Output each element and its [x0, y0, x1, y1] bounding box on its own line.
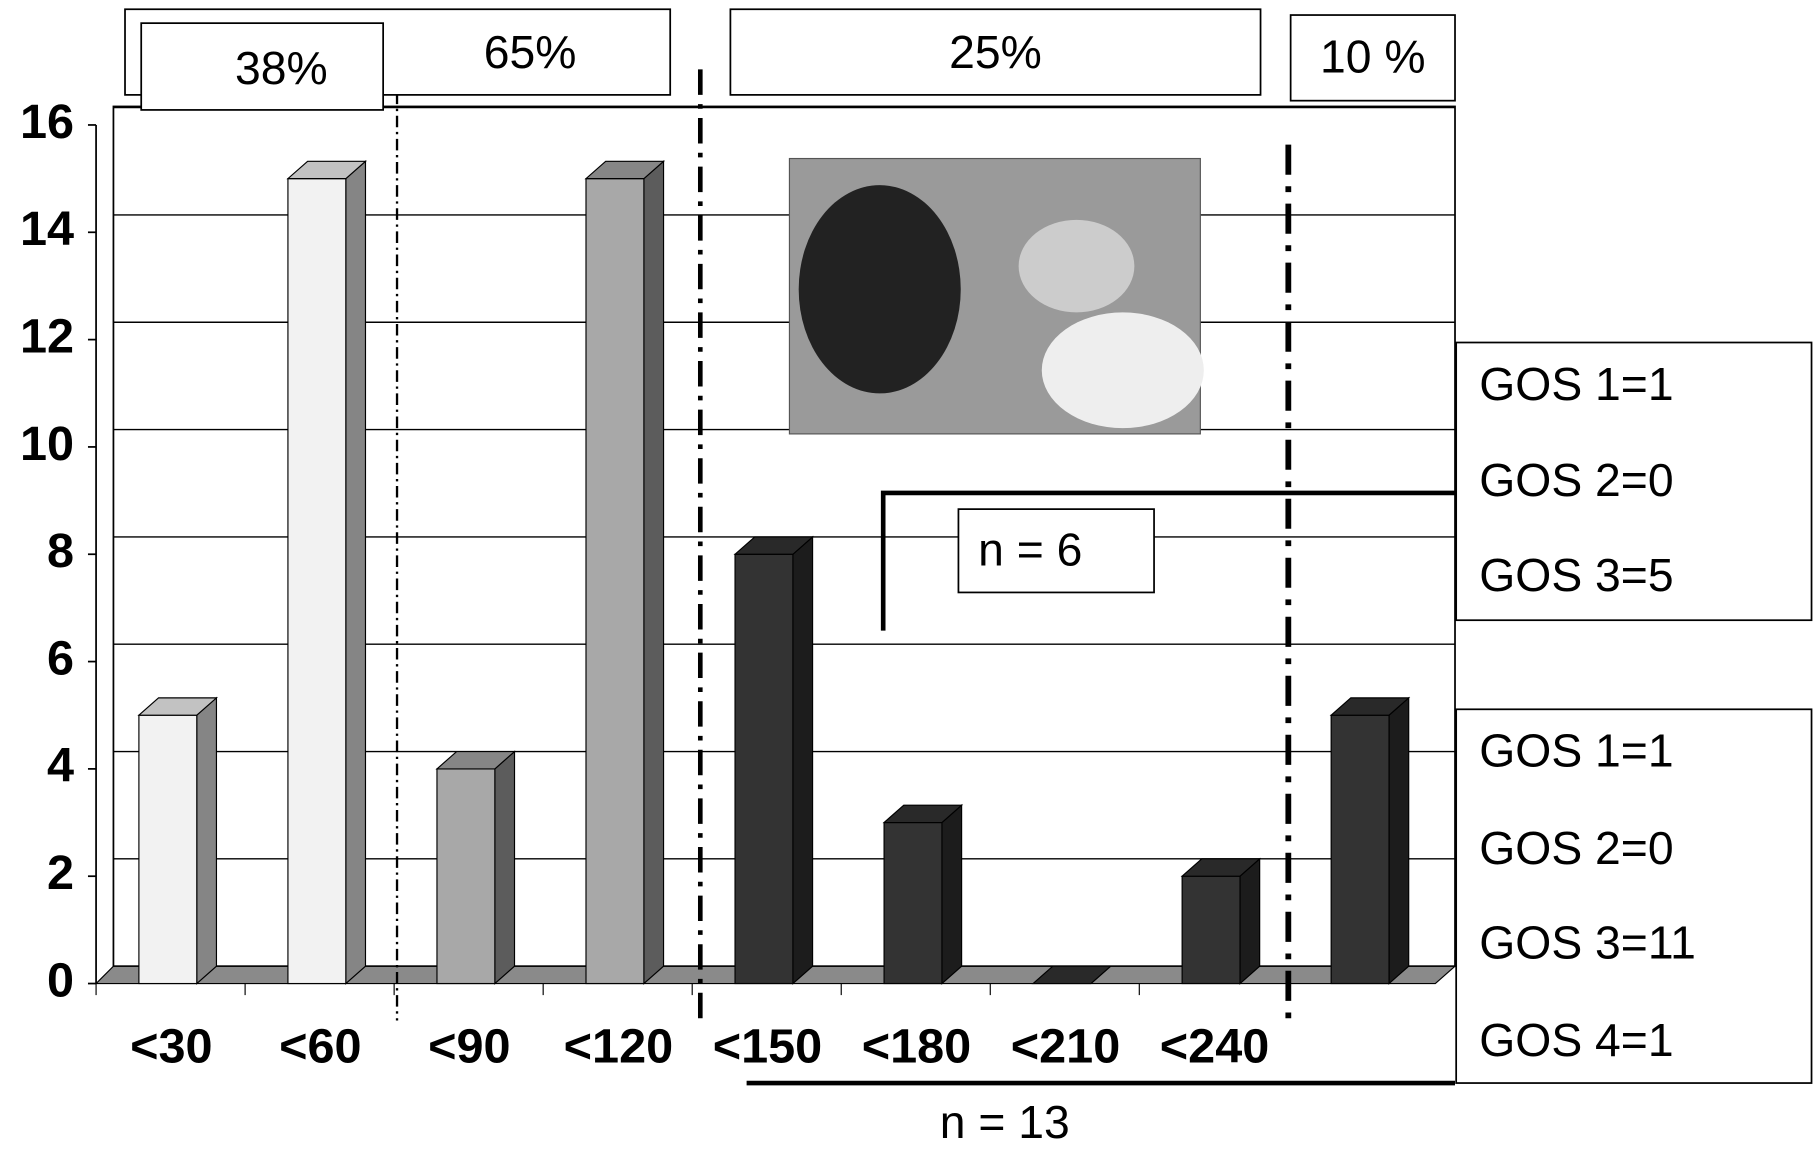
bar: [735, 554, 793, 983]
photo-shape: [1042, 312, 1204, 428]
x-tick-label: <30: [130, 1019, 212, 1073]
period-label: 38%: [235, 42, 328, 94]
bar: [437, 769, 495, 984]
gos-label: GOS 1=1: [1479, 725, 1673, 777]
y-tick-label: 14: [20, 202, 74, 256]
bar: [586, 179, 644, 984]
x-tick-label: <150: [713, 1019, 822, 1073]
gos-label: GOS 4=1: [1479, 1014, 1673, 1066]
x-tick-label: <240: [1160, 1019, 1269, 1073]
bar: [1331, 715, 1389, 983]
bar: [139, 715, 197, 983]
y-tick-label: 16: [20, 95, 74, 149]
bar: [884, 823, 942, 984]
photo: [789, 159, 1203, 434]
x-tick-label: <60: [279, 1019, 361, 1073]
period-label: 10 %: [1320, 30, 1426, 82]
bar-side: [793, 537, 813, 984]
x-tick-label: <120: [564, 1019, 673, 1073]
bar-side: [1389, 698, 1409, 984]
gos-label: GOS 3=5: [1479, 549, 1673, 601]
bar-side: [495, 752, 515, 984]
x-tick-label: <210: [1011, 1019, 1120, 1073]
y-tick-label: 8: [47, 524, 74, 578]
gos-label: GOS 3=11: [1479, 917, 1696, 969]
x-tick-label: <180: [862, 1019, 971, 1073]
n-label: n = 6: [978, 523, 1082, 575]
bar-side: [346, 161, 366, 983]
page: {"chart_data": {"type": "bar3d", "catego…: [0, 0, 1815, 1149]
y-tick-label: 0: [47, 953, 74, 1007]
chart: 38% 65% 25% 10 % n = 6 n = 13 0 2 4 6 8 10 12 1…: [0, 0, 1815, 1149]
bar-side: [644, 161, 664, 983]
period-label: 25%: [949, 26, 1042, 78]
y-tick-label: 12: [20, 309, 74, 363]
bar-side: [197, 698, 217, 984]
bar-side: [942, 805, 962, 983]
y-tick-label: 6: [47, 631, 74, 685]
photo-shape: [1019, 220, 1135, 313]
n-label: n = 13: [940, 1096, 1070, 1148]
bar: [1182, 876, 1240, 983]
x-tick-label: <90: [428, 1019, 510, 1073]
gos-label: GOS 2=0: [1479, 822, 1673, 874]
gos-label: GOS 2=0: [1479, 454, 1673, 506]
y-tick-label: 4: [47, 739, 74, 793]
gos-label: GOS 1=1: [1479, 358, 1673, 410]
bar-side: [1240, 859, 1260, 984]
bar: [288, 179, 346, 984]
y-tick-label: 10: [20, 417, 74, 471]
y-tick-label: 2: [47, 846, 74, 900]
period-label: 65%: [484, 26, 577, 78]
photo-shape: [799, 185, 961, 393]
